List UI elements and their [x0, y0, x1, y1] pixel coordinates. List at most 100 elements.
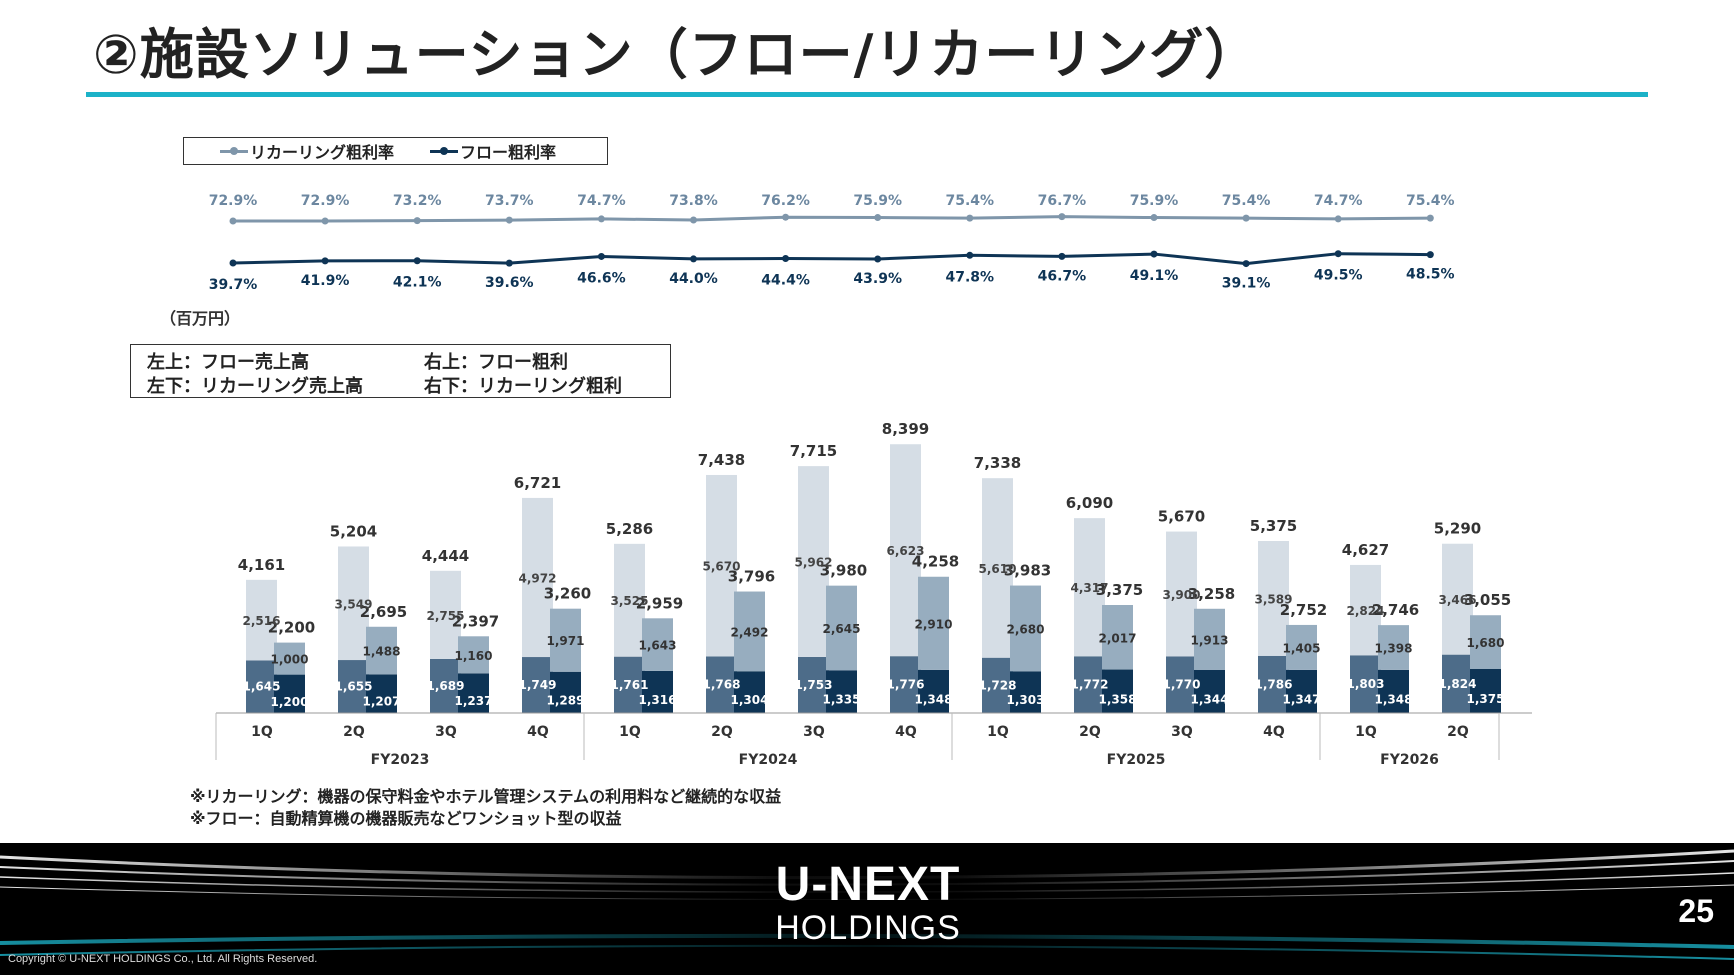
company-logo: U-NEXT HOLDINGS: [770, 860, 966, 947]
flow-gp-bar: [1470, 615, 1501, 669]
recurring-sales-label: 1,803: [1347, 677, 1385, 691]
recurring-gp-label: 1,344: [1191, 692, 1229, 706]
recurring-sales-bar: [798, 656, 829, 713]
flow-gp-bar: [274, 642, 305, 675]
flow-sales-bar: [1442, 543, 1473, 655]
recurring-rate-label: 74.7%: [1314, 193, 1363, 209]
gp-total-label: 2,200: [268, 619, 315, 637]
flow-gp-label: 1,398: [1375, 641, 1413, 655]
recurring-sales-bar: [706, 656, 737, 713]
gp-total-label: 2,752: [1280, 601, 1327, 619]
recurring-sales-bar: [1442, 654, 1473, 713]
flow-sales-bar: [522, 497, 553, 658]
flow-rate-point: [229, 259, 237, 267]
sales-total-label: 5,286: [606, 520, 653, 538]
flow-rate-point: [966, 251, 974, 259]
recurring-rate-label: 75.9%: [853, 193, 902, 209]
flow-gp-label: 1,000: [271, 653, 309, 667]
recurring-sales-label: 1,786: [1255, 677, 1293, 691]
sales-total-label: 7,715: [790, 442, 837, 460]
flow-rate-point: [1242, 260, 1250, 268]
recurring-rate-point: [966, 214, 974, 222]
flow-sales-label: 2,824: [1347, 604, 1385, 618]
recurring-rate-point: [782, 213, 790, 221]
recurring-rate-point: [229, 217, 237, 225]
flow-gp-bar: [1102, 605, 1133, 670]
recurring-sales-label: 1,645: [243, 680, 281, 694]
legend-recurring-rate-label: リカーリング粗利率: [250, 143, 395, 162]
quarter-label: 1Q: [1355, 724, 1377, 740]
recurring-gp-bar: [1194, 669, 1225, 713]
sales-total-label: 6,721: [514, 474, 561, 492]
legend-bottom-left: 左下：リカーリング売上高: [147, 376, 363, 397]
logo-bottom-text: HOLDINGS: [775, 909, 961, 947]
fiscal-year-label: FY2026: [1380, 752, 1439, 768]
sales-total-label: 6,090: [1066, 494, 1113, 512]
recurring-sales-label: 1,776: [887, 678, 925, 692]
flow-sales-bar: [1350, 564, 1381, 656]
flow-rate-label: 39.1%: [1222, 276, 1271, 292]
gp-total-label: 3,980: [820, 562, 867, 580]
flow-sales-label: 3,900: [1163, 588, 1201, 602]
flow-sales-label: 2,755: [427, 609, 465, 623]
recurring-gp-label: 1,237: [455, 694, 493, 708]
note-recurring: ※リカーリング：機器の保守料金やホテル管理システムの利用料など継続的な収益: [190, 787, 782, 806]
flow-gp-bar: [458, 636, 489, 674]
recurring-rate-line-icon: [220, 147, 248, 155]
flow-sales-label: 3,525: [611, 594, 649, 608]
flow-sales-bar: [706, 474, 737, 657]
flow-sales-label: 3,589: [1255, 592, 1293, 606]
recurring-sales-bar: [1166, 656, 1197, 713]
recurring-rate-line: [233, 215, 1431, 223]
recurring-sales-label: 1,749: [519, 678, 557, 692]
quarter-label: 3Q: [435, 724, 457, 740]
recurring-rate-label: 76.2%: [761, 193, 810, 209]
flow-rate-point: [874, 255, 882, 263]
flow-gp-label: 2,645: [823, 622, 861, 636]
flow-rate-label: 46.6%: [577, 270, 626, 286]
flow-gp-bar: [1194, 608, 1225, 670]
flow-gp-label: 1,913: [1191, 633, 1229, 647]
flow-sales-bar: [798, 466, 829, 657]
recurring-rate-label: 72.9%: [209, 193, 258, 209]
flow-sales-label: 3,466: [1439, 593, 1477, 607]
recurring-rate-point: [1242, 214, 1250, 222]
flow-rate-point: [782, 255, 790, 263]
recurring-sales-bar: [338, 660, 369, 713]
recurring-rate-point: [1058, 213, 1066, 221]
recurring-sales-bar: [1074, 656, 1105, 713]
gp-total-label: 3,258: [1188, 585, 1235, 603]
flow-gp-bar: [734, 591, 765, 672]
recurring-rate-point: [321, 217, 329, 225]
recurring-sales-label: 1,770: [1163, 678, 1201, 692]
legend-bottom-right: 右下：リカーリング粗利: [424, 376, 622, 397]
recurring-sales-bar: [890, 656, 921, 713]
note-flow: ※フロー：自動精算機の機器販売などワンショット型の収益: [190, 809, 622, 828]
flow-gp-label: 1,160: [455, 649, 493, 663]
gp-total-label: 2,746: [1372, 601, 1419, 619]
recurring-rate-point: [597, 215, 605, 223]
gp-total-label: 3,260: [544, 585, 591, 603]
recurring-rate-label: 72.9%: [301, 193, 350, 209]
sales-total-label: 8,399: [882, 420, 929, 438]
recurring-sales-label: 1,728: [979, 678, 1017, 692]
flow-rate-point: [413, 257, 421, 265]
flow-gp-label: 1,680: [1467, 636, 1505, 650]
flow-rate-label: 48.5%: [1406, 267, 1455, 283]
flow-rate-point: [690, 255, 697, 263]
recurring-sales-label: 1,761: [611, 678, 649, 692]
recurring-rate-label: 75.4%: [1406, 193, 1455, 209]
footer-wave-decoration: [0, 849, 1734, 960]
facility-solution-chart: 72.9% 39.7% 72.9% 41.9% 73.2% 42.1% 73.7% 39.6%…: [209, 193, 1532, 768]
recurring-sales-bar: [1258, 655, 1289, 713]
recurring-gp-label: 1,347: [1283, 692, 1321, 706]
recurring-rate-label: 76.7%: [1038, 193, 1087, 209]
recurring-sales-bar: [430, 658, 461, 713]
flow-sales-bar: [338, 546, 369, 661]
recurring-gp-label: 1,358: [1099, 692, 1137, 706]
sales-total-label: 4,444: [422, 547, 469, 565]
fiscal-year-label: FY2025: [1107, 752, 1166, 768]
flow-sales-bar: [246, 579, 277, 661]
fiscal-year-label: FY2024: [739, 752, 798, 768]
recurring-rate-point: [1150, 214, 1158, 222]
